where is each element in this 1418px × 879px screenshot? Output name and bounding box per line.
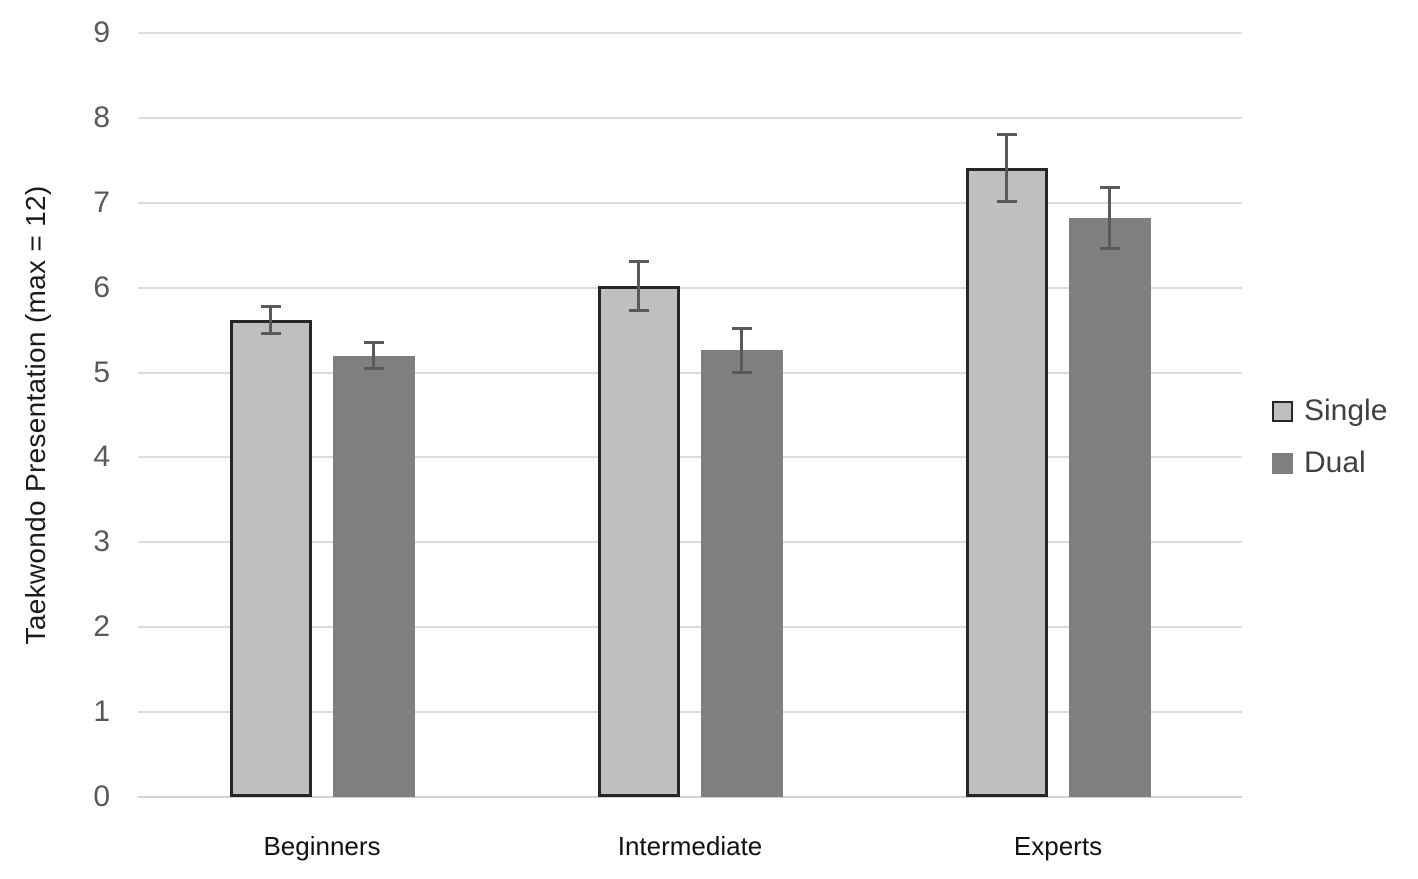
y-tick-label-1: 1 (93, 695, 110, 729)
y-tick-label-3: 3 (93, 525, 110, 559)
y-tick-label-5: 5 (93, 355, 110, 389)
gridline-7 (138, 201, 1242, 204)
error-bar-dual-intermediate (740, 328, 743, 373)
error-cap-top-dual-experts (1099, 185, 1120, 189)
error-cap-top-single-beginners (260, 305, 281, 309)
error-cap-bottom-single-intermediate (628, 309, 649, 313)
error-cap-bottom-single-experts (996, 199, 1017, 203)
legend-item-dual: Dual (1272, 446, 1387, 479)
gridline-5 (138, 371, 1242, 374)
gridline-4 (138, 456, 1242, 459)
gridline-6 (138, 286, 1242, 289)
error-bar-dual-experts (1108, 186, 1111, 250)
gridline-0 (138, 796, 1242, 798)
x-axis-label-experts: Experts (1013, 831, 1103, 861)
y-tick-label-6: 6 (93, 270, 110, 304)
error-bar-dual-beginners (372, 341, 375, 370)
error-cap-top-dual-intermediate (731, 327, 752, 331)
y-tick-label-0: 0 (93, 780, 110, 813)
gridline-8 (138, 116, 1242, 119)
y-tick-label-4: 4 (93, 440, 110, 474)
error-cap-bottom-dual-experts (1099, 247, 1120, 251)
y-tick-label-9: 9 (93, 16, 110, 49)
error-bar-single-intermediate (637, 260, 640, 312)
error-cap-bottom-dual-intermediate (731, 370, 752, 374)
error-bar-single-beginners (269, 306, 272, 334)
legend-label-dual: Dual (1304, 446, 1366, 479)
y-tick-label-8: 8 (93, 100, 110, 134)
y-axis-title: Taekwondo Presentation (max = 12) (20, 185, 51, 645)
bar-single-beginners (229, 319, 312, 797)
error-cap-bottom-single-beginners (260, 331, 281, 335)
gridline-3 (138, 541, 1242, 544)
error-cap-top-dual-beginners (363, 340, 384, 344)
legend-swatch-single (1272, 400, 1293, 422)
bar-dual-beginners (332, 355, 415, 797)
legend-item-single: Single (1272, 394, 1388, 427)
gridline-9 (138, 32, 1242, 34)
bar-single-intermediate (597, 285, 680, 797)
bar-dual-intermediate (700, 350, 783, 797)
bar-single-experts (965, 167, 1048, 797)
legend-label-single: Single (1304, 394, 1388, 427)
error-cap-top-single-intermediate (628, 259, 649, 263)
error-bar-single-experts (1005, 134, 1008, 202)
y-tick-label-7: 7 (93, 185, 110, 219)
error-cap-top-single-experts (996, 133, 1017, 137)
gridline-1 (138, 711, 1242, 714)
x-axis-label-beginners: Beginners (263, 831, 381, 861)
gridline-2 (138, 626, 1242, 629)
bar-dual-experts (1068, 218, 1151, 797)
legend-swatch-dual (1272, 452, 1293, 474)
error-cap-bottom-dual-beginners (363, 367, 384, 371)
y-tick-label-2: 2 (93, 610, 110, 644)
x-axis-label-intermediate: Intermediate (617, 831, 763, 861)
legend: Single Dual (1272, 394, 1388, 504)
